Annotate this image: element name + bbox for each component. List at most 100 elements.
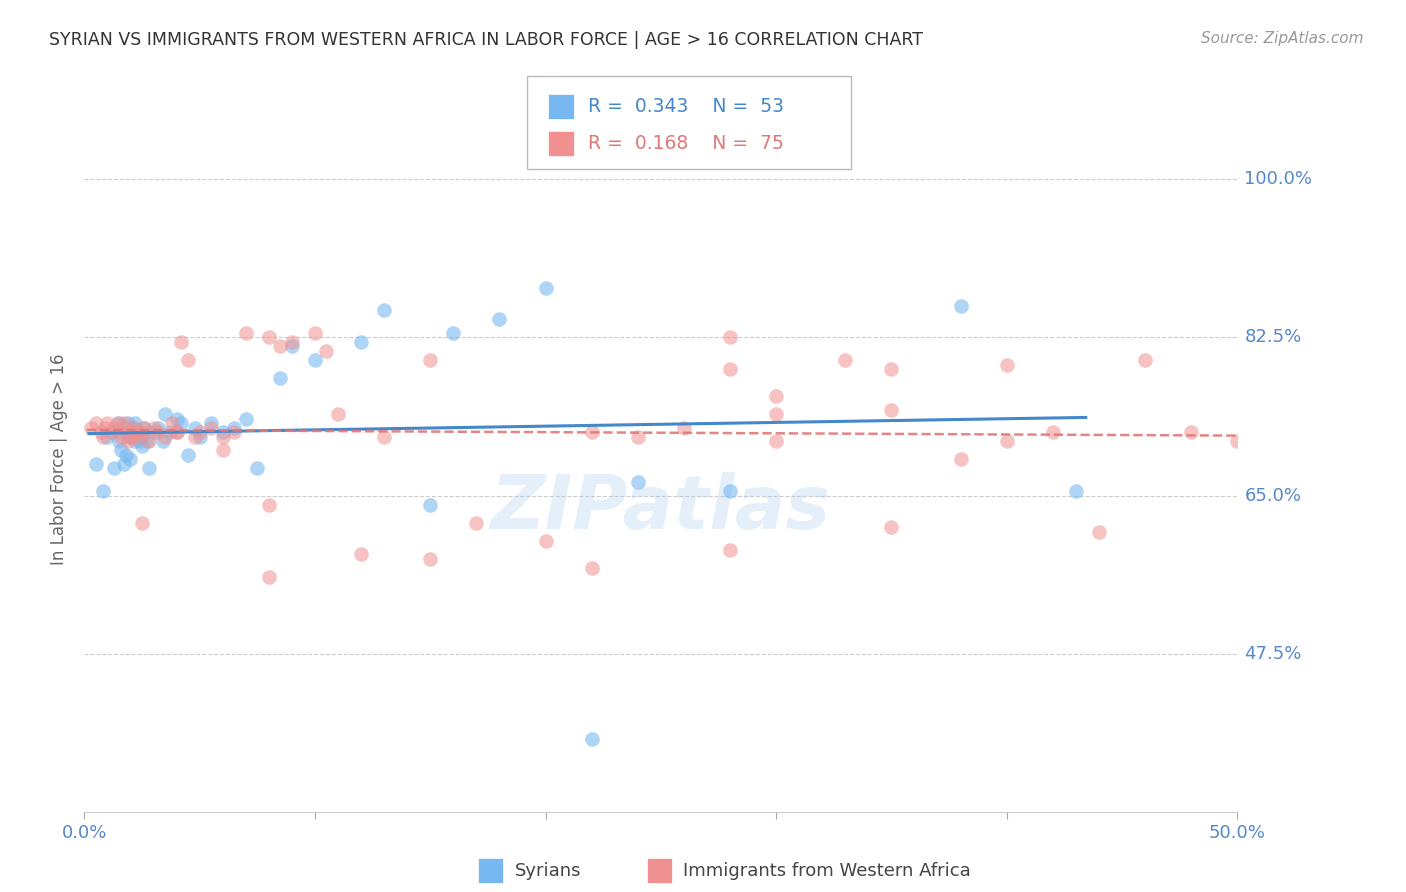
- Point: [131, 439, 153, 453]
- Point: [128, 434, 150, 449]
- Point: [110, 430, 132, 444]
- Point: [166, 425, 188, 440]
- Point: [153, 430, 176, 444]
- Point: [1226, 434, 1249, 449]
- Point: [718, 362, 741, 376]
- Point: [534, 281, 557, 295]
- Point: [315, 343, 337, 358]
- Point: [105, 416, 128, 430]
- Point: [134, 421, 156, 435]
- Point: [127, 425, 149, 440]
- Point: [718, 483, 741, 498]
- Text: SYRIAN VS IMMIGRANTS FROM WESTERN AFRICA IN LABOR FORCE | AGE > 16 CORRELATION C: SYRIAN VS IMMIGRANTS FROM WESTERN AFRICA…: [49, 31, 924, 49]
- Point: [373, 303, 395, 318]
- Point: [1180, 425, 1202, 440]
- Point: [146, 421, 169, 435]
- Point: [131, 516, 153, 530]
- Point: [96, 416, 118, 430]
- Point: [1064, 483, 1087, 498]
- Point: [581, 425, 603, 440]
- Point: [112, 457, 135, 471]
- Point: [269, 339, 291, 353]
- Point: [120, 430, 142, 444]
- Point: [120, 452, 142, 467]
- Point: [995, 434, 1018, 449]
- Point: [1133, 353, 1156, 368]
- Text: 65.0%: 65.0%: [1244, 486, 1302, 505]
- Point: [152, 434, 174, 449]
- Point: [115, 421, 138, 435]
- Point: [419, 551, 441, 566]
- Point: [124, 434, 146, 449]
- Text: 47.5%: 47.5%: [1244, 645, 1302, 663]
- Point: [124, 416, 146, 430]
- Point: [304, 353, 326, 368]
- Point: [880, 362, 903, 376]
- Point: [257, 330, 280, 344]
- Point: [581, 732, 603, 747]
- Point: [184, 430, 207, 444]
- Point: [80, 421, 103, 435]
- Point: [765, 434, 787, 449]
- Point: [146, 425, 169, 440]
- Point: [101, 425, 124, 440]
- Point: [224, 425, 246, 440]
- Point: [138, 434, 160, 449]
- Point: [108, 434, 131, 449]
- Point: [84, 416, 107, 430]
- Point: [718, 330, 741, 344]
- Point: [94, 421, 117, 435]
- Point: [160, 416, 183, 430]
- Point: [627, 475, 650, 489]
- Point: [108, 425, 131, 440]
- Text: 82.5%: 82.5%: [1244, 328, 1302, 346]
- Text: Immigrants from Western Africa: Immigrants from Western Africa: [683, 862, 972, 880]
- Point: [534, 533, 557, 548]
- Point: [257, 498, 280, 512]
- Point: [115, 448, 138, 462]
- Point: [131, 430, 153, 444]
- Point: [170, 334, 193, 349]
- Point: [117, 416, 139, 430]
- Point: [120, 430, 142, 444]
- Point: [103, 421, 125, 435]
- Point: [880, 520, 903, 534]
- Point: [170, 416, 193, 430]
- Text: R =  0.343    N =  53: R = 0.343 N = 53: [588, 96, 783, 116]
- Point: [188, 430, 211, 444]
- Point: [1088, 524, 1111, 539]
- Point: [672, 421, 695, 435]
- Point: [112, 416, 135, 430]
- Point: [128, 430, 150, 444]
- Point: [224, 421, 246, 435]
- Text: 100.0%: 100.0%: [1244, 170, 1312, 188]
- Point: [627, 430, 650, 444]
- Point: [142, 421, 165, 435]
- Point: [257, 570, 280, 584]
- Point: [235, 326, 257, 340]
- Point: [269, 371, 291, 385]
- Point: [465, 516, 488, 530]
- Point: [834, 353, 856, 368]
- Point: [184, 421, 207, 435]
- Point: [96, 430, 118, 444]
- Point: [84, 457, 107, 471]
- Point: [166, 425, 188, 440]
- Point: [177, 353, 200, 368]
- Point: [1042, 425, 1064, 440]
- Point: [765, 407, 787, 421]
- Point: [177, 448, 200, 462]
- Point: [138, 461, 160, 475]
- Point: [304, 326, 326, 340]
- Point: [110, 443, 132, 458]
- Point: [488, 312, 510, 326]
- Point: [350, 547, 373, 561]
- Point: [135, 434, 157, 449]
- Point: [949, 452, 972, 467]
- Point: [108, 416, 131, 430]
- Point: [91, 430, 114, 444]
- Point: [103, 461, 125, 475]
- Point: [419, 498, 441, 512]
- Point: [115, 425, 138, 440]
- Point: [581, 561, 603, 575]
